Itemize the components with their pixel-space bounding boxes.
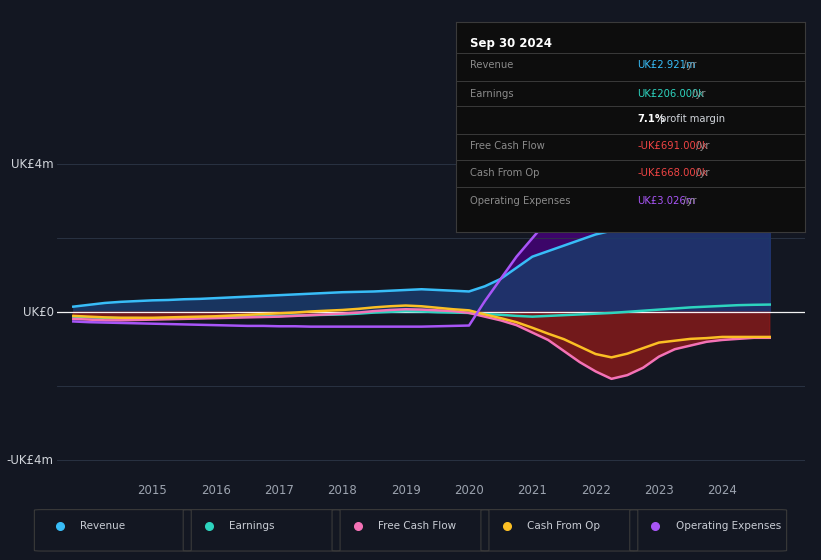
Text: Free Cash Flow: Free Cash Flow bbox=[470, 141, 544, 151]
Text: 7.1%: 7.1% bbox=[637, 114, 665, 124]
Text: /yr: /yr bbox=[693, 141, 710, 151]
Text: /yr: /yr bbox=[689, 88, 705, 99]
Text: Operating Expenses: Operating Expenses bbox=[470, 195, 570, 206]
Text: Earnings: Earnings bbox=[470, 88, 513, 99]
Text: UK£3.026m: UK£3.026m bbox=[637, 195, 695, 206]
Text: Revenue: Revenue bbox=[80, 521, 126, 531]
Text: /yr: /yr bbox=[693, 169, 710, 178]
Text: Cash From Op: Cash From Op bbox=[527, 521, 600, 531]
Text: UK£2.921m: UK£2.921m bbox=[637, 60, 695, 70]
Text: profit margin: profit margin bbox=[657, 114, 725, 124]
Text: Revenue: Revenue bbox=[470, 60, 513, 70]
Text: -UK£691.000k: -UK£691.000k bbox=[637, 141, 708, 151]
Text: -UK£4m: -UK£4m bbox=[7, 454, 53, 467]
Text: -UK£668.000k: -UK£668.000k bbox=[637, 169, 708, 178]
Text: Operating Expenses: Operating Expenses bbox=[676, 521, 781, 531]
Text: Cash From Op: Cash From Op bbox=[470, 169, 539, 178]
Text: Sep 30 2024: Sep 30 2024 bbox=[470, 37, 552, 50]
Text: UK£4m: UK£4m bbox=[11, 157, 53, 171]
Text: Free Cash Flow: Free Cash Flow bbox=[378, 521, 456, 531]
Text: UK£206.000k: UK£206.000k bbox=[637, 88, 704, 99]
Text: /yr: /yr bbox=[680, 195, 696, 206]
Text: UK£0: UK£0 bbox=[23, 306, 53, 319]
Text: Earnings: Earnings bbox=[229, 521, 274, 531]
Text: /yr: /yr bbox=[680, 60, 696, 70]
